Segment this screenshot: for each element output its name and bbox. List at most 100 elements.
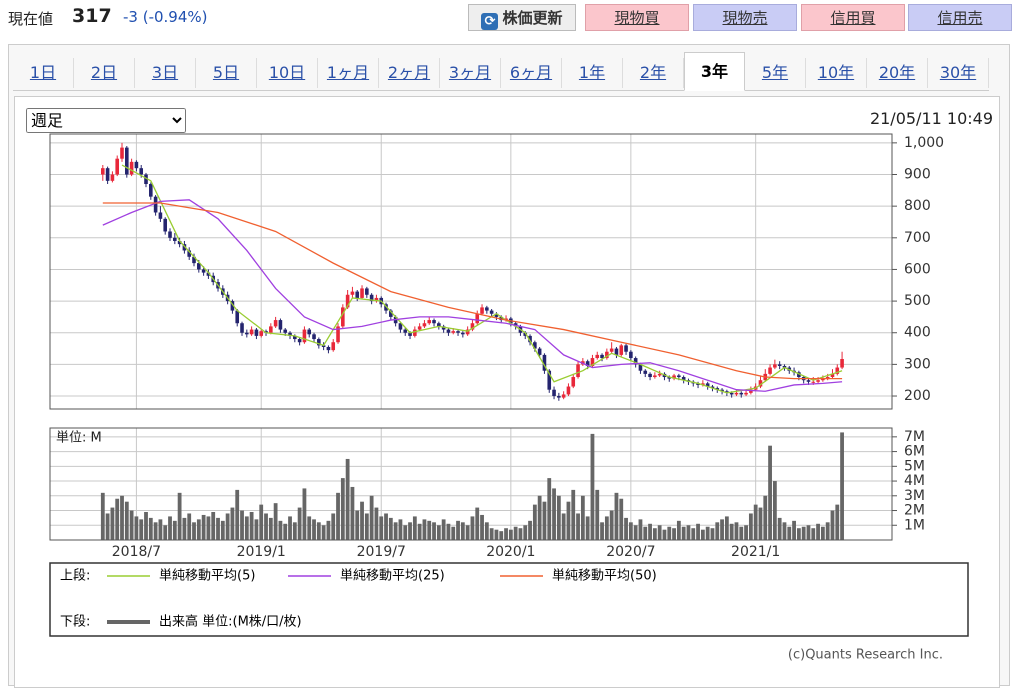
period-tab[interactable]: 2日 (74, 58, 135, 88)
volume-bar (600, 522, 604, 540)
candle-body (715, 388, 720, 390)
candle-body (749, 389, 753, 393)
period-tab[interactable]: 6ヶ月 (501, 58, 562, 88)
volume-bar (604, 516, 609, 540)
refresh-text: 株価更新 (502, 9, 563, 27)
period-tab[interactable]: 20年 (867, 58, 928, 88)
period-tab[interactable]: 3日 (135, 58, 196, 88)
margin-buy-button[interactable]: 信用買 (801, 4, 905, 31)
volume-bar (811, 528, 816, 540)
buy-button[interactable]: 現物買 (585, 4, 689, 31)
volume-bar (417, 523, 422, 540)
period-tab[interactable]: 30年 (928, 58, 989, 88)
candle-body (149, 184, 153, 197)
period-tab[interactable]: 5日 (196, 58, 257, 88)
candle-body (321, 345, 326, 347)
candle-body (249, 329, 254, 335)
candle-body (494, 313, 499, 317)
price-label: 現在値 (8, 10, 54, 28)
period-tab[interactable]: 3年 (684, 52, 745, 91)
volume-bar (624, 517, 628, 540)
volume-bar (148, 517, 153, 540)
y-tick-label: 6M (904, 444, 925, 460)
candle-body (297, 339, 302, 343)
volume-bar (446, 523, 451, 540)
period-tab[interactable]: 10年 (806, 58, 867, 88)
volume-bar (772, 481, 777, 540)
volume-bar (609, 510, 614, 540)
candle-body (470, 323, 475, 330)
volume-bar (436, 525, 441, 540)
candle-body (561, 394, 566, 398)
legend-box (49, 562, 969, 637)
volume-bar (614, 492, 619, 540)
volume-bar (427, 520, 432, 540)
volume-bar (336, 492, 340, 540)
candle-body (177, 240, 182, 245)
candle-body (374, 297, 379, 302)
legend-upper-label: 上段: (60, 569, 90, 584)
candle-body (273, 320, 278, 327)
tabs: 1日 2日 3日 5日 10日 1ヶ月 2ヶ月 3ヶ月 6ヶ月 1年 2年 3年 5年 10年 20年 30年 (13, 52, 989, 91)
volume-bar (259, 504, 264, 540)
candle-body (595, 354, 600, 359)
candle-body (739, 392, 744, 395)
candle-body (110, 174, 115, 181)
volume-bar (441, 519, 446, 540)
candle-body (441, 326, 446, 330)
candle-body (619, 345, 624, 355)
candle-body (312, 334, 316, 340)
volume-bar (787, 526, 792, 540)
candle-body (384, 304, 388, 311)
volume-bar (350, 486, 355, 540)
candle-body (821, 378, 825, 381)
period-tab[interactable]: 2ヶ月 (379, 58, 440, 88)
period-tab[interactable]: 10日 (257, 58, 318, 88)
candle-body (408, 332, 412, 336)
plot-frame (49, 133, 893, 410)
candle-body (461, 332, 465, 335)
candle-body (283, 329, 288, 333)
candle-body (422, 323, 427, 327)
candle-body (389, 310, 393, 317)
volume-bar (590, 433, 595, 540)
candle-body (542, 354, 547, 371)
volume-bar (768, 445, 772, 540)
candle-body (576, 364, 580, 378)
volume-bar (312, 519, 316, 540)
refresh-button[interactable]: ⟳ 株価更新 (468, 4, 576, 31)
plot-frame (49, 427, 893, 541)
x-tick-label: 2019/7 (357, 544, 406, 560)
candle-body (235, 310, 240, 324)
period-tab[interactable]: 1日 (13, 58, 74, 88)
volume-bar (187, 513, 192, 540)
period-tab[interactable]: 5年 (745, 58, 806, 88)
volume-bar (508, 529, 513, 540)
period-select[interactable]: 週足 (26, 108, 186, 133)
volume-bar (129, 510, 134, 540)
volume-bar (494, 529, 499, 540)
y-tick-label: 1M (904, 517, 925, 533)
period-tab[interactable]: 1年 (562, 58, 623, 88)
volume-bar (369, 495, 374, 540)
period-tab[interactable]: 2年 (623, 58, 684, 88)
volume-bar (576, 513, 580, 540)
candle-body (696, 383, 700, 385)
volume-bar (470, 516, 475, 540)
volume-bar (619, 498, 624, 540)
volume-bar (667, 526, 672, 540)
period-tab[interactable]: 1ヶ月 (318, 58, 379, 88)
x-tick-label: 2018/7 (112, 544, 161, 560)
volume-bar (254, 519, 259, 540)
candle-body (336, 326, 340, 343)
volume-bar (206, 516, 211, 540)
margin-sell-button[interactable]: 信用売 (908, 4, 1012, 31)
sell-button[interactable]: 現物売 (693, 4, 797, 31)
candle-body (614, 348, 619, 355)
volume-bar (316, 522, 321, 540)
candle-body (629, 351, 633, 359)
period-tab[interactable]: 3ヶ月 (440, 58, 501, 88)
candle-body (773, 364, 777, 368)
candle-body (590, 358, 595, 366)
